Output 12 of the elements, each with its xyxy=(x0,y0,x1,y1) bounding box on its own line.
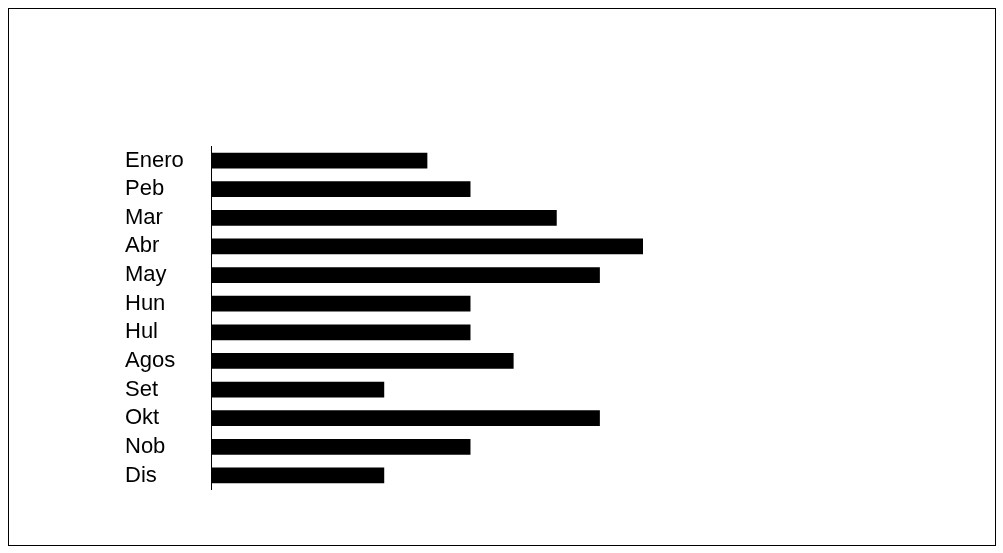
y-tick-label: Hun xyxy=(125,289,166,315)
y-tick-label: Enero xyxy=(125,146,184,172)
y-tick-label: Mar xyxy=(125,203,163,229)
y-tick-label: Okt xyxy=(125,404,160,430)
y-tick-label: Set xyxy=(125,375,159,401)
y-tick-label: Hul xyxy=(125,318,159,344)
y-tick-label: Abr xyxy=(125,232,160,258)
y-tick-label: Peb xyxy=(125,175,165,201)
y-tick-label: May xyxy=(125,261,167,287)
y-tick-label: Agos xyxy=(125,347,176,373)
y-tick-label: Dis xyxy=(125,461,157,487)
y-tick-label: Nob xyxy=(125,432,166,458)
